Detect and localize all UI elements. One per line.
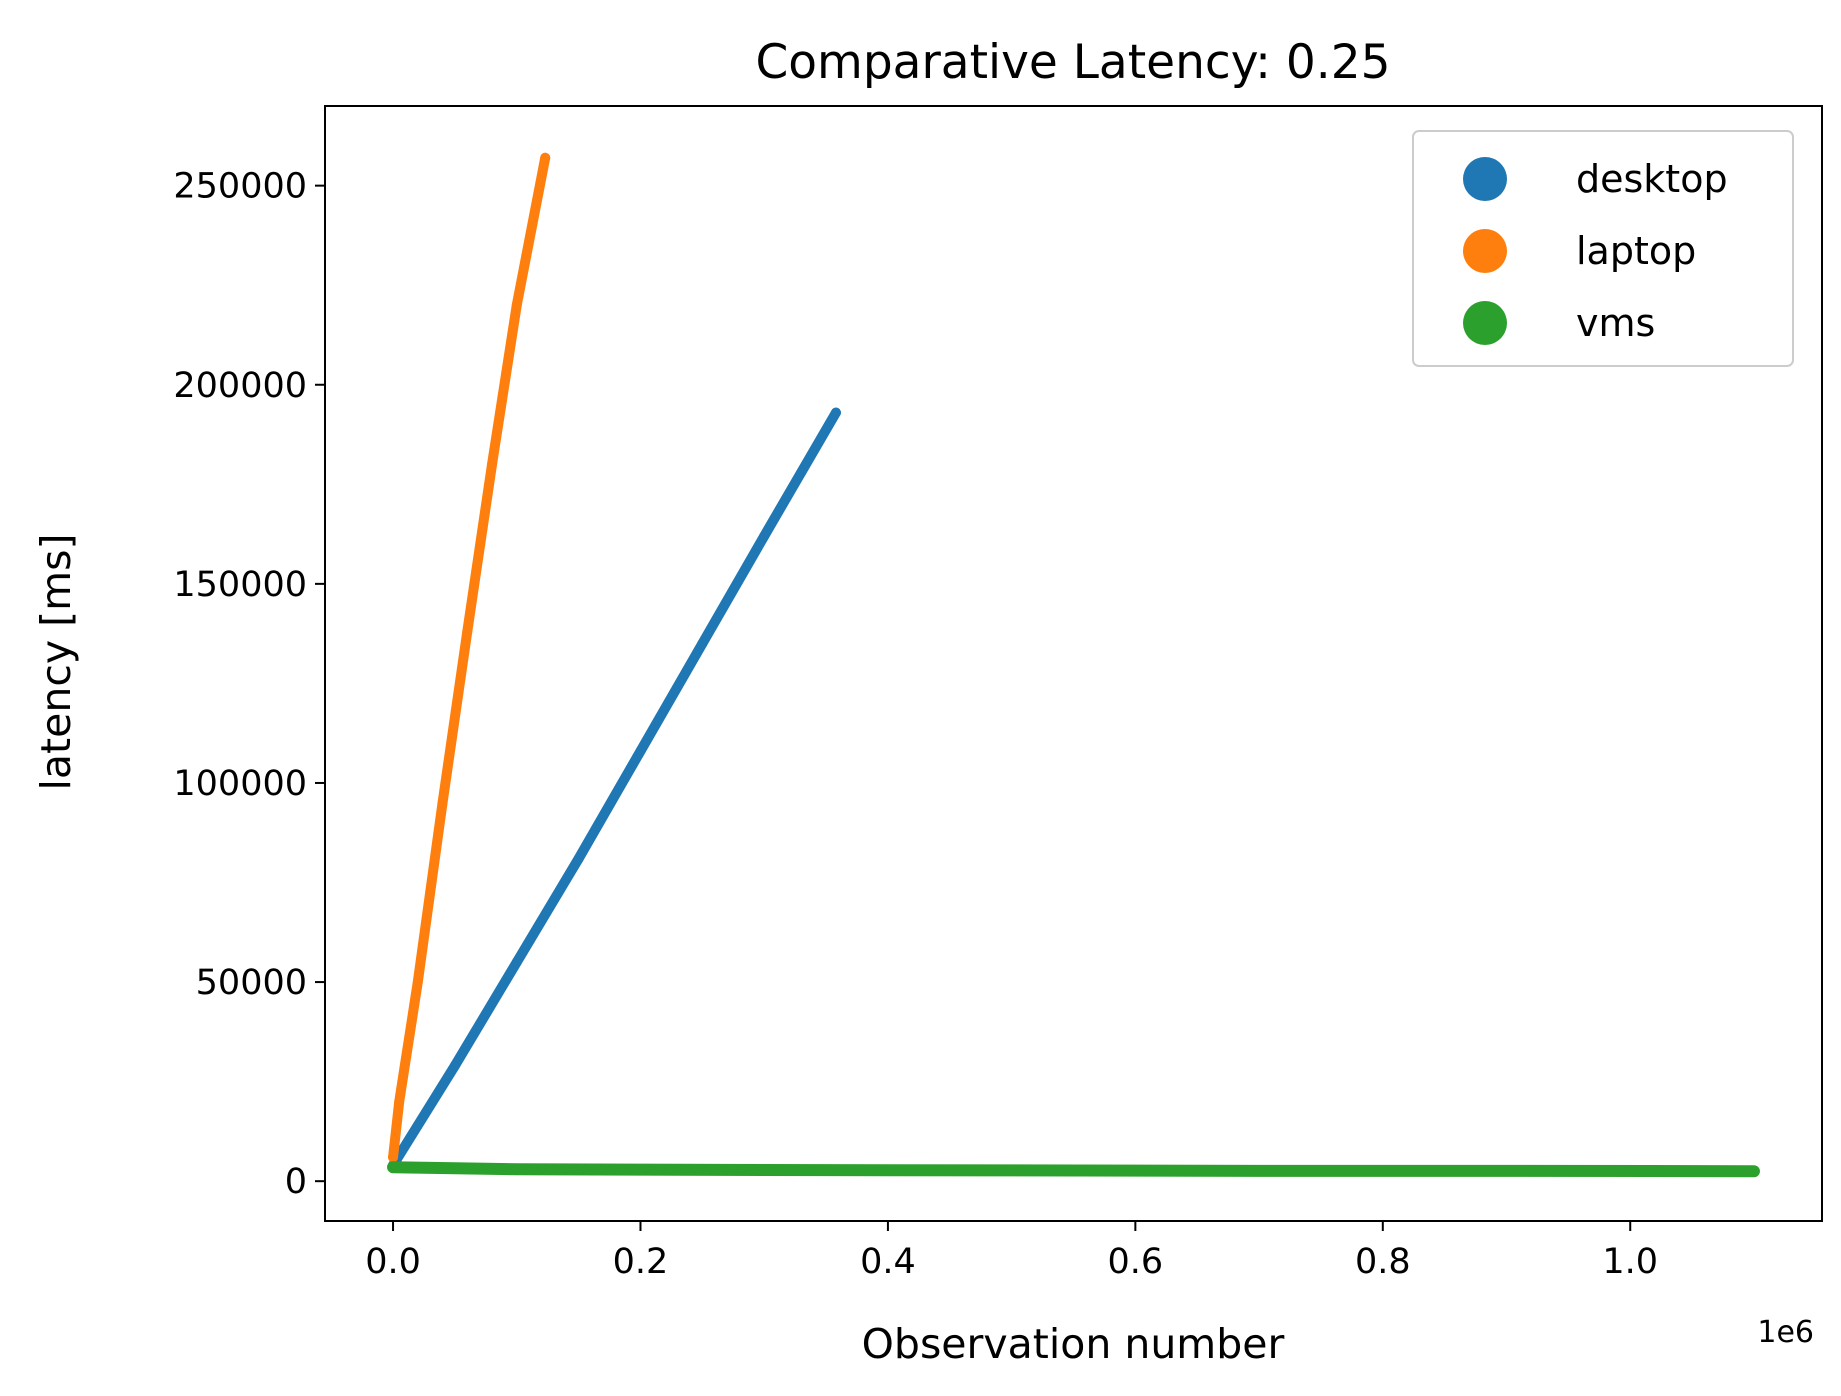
plot-area	[387, 152, 1760, 1178]
y-tick-label: 50000	[196, 963, 307, 1003]
x-tick-label: 0.8	[1355, 1242, 1411, 1282]
point-vms-4	[1254, 1165, 1265, 1176]
point-desktop-7	[830, 407, 841, 418]
x-axis-ticks: 0.0 0.2 0.4 0.6 0.8 1.0	[365, 1221, 1658, 1282]
point-vms-0	[388, 1162, 399, 1173]
axes-frame	[324, 105, 1823, 1222]
point-desktop-4	[635, 746, 646, 757]
point-desktop-2	[511, 957, 522, 968]
legend-marker-laptop	[1463, 229, 1507, 273]
point-laptop-0	[388, 1152, 399, 1163]
chart-title: Comparative Latency: 0.25	[755, 35, 1390, 90]
point-vms-3	[1006, 1165, 1017, 1176]
legend-label-desktop: desktop	[1576, 157, 1728, 201]
x-axis-label: Observation number	[862, 1320, 1285, 1368]
point-desktop-5	[697, 638, 708, 649]
legend-label-laptop: laptop	[1576, 229, 1696, 273]
point-laptop-6	[511, 300, 522, 311]
series-vms	[387, 1161, 1760, 1178]
y-tick-label: 200000	[173, 366, 307, 406]
legend-marker-vms	[1463, 301, 1507, 345]
point-vms-6	[1748, 1166, 1759, 1177]
x-tick-label: 0.2	[613, 1242, 669, 1282]
x-tick-label: 1.0	[1602, 1242, 1658, 1282]
point-desktop-3	[573, 853, 584, 864]
y-tick-label: 100000	[173, 764, 307, 804]
x-tick-label: 0.0	[365, 1242, 421, 1282]
point-desktop-1	[449, 1060, 460, 1071]
point-laptop-2	[412, 977, 423, 988]
legend-box	[1412, 130, 1794, 367]
series-laptop	[388, 152, 551, 1163]
point-vms-2	[759, 1165, 770, 1176]
legend-label-vms: vms	[1576, 301, 1655, 345]
y-axis-ticks: 0 50000 100000 150000 200000 250000	[173, 167, 325, 1202]
y-tick-label: 250000	[173, 167, 307, 207]
point-desktop-6	[759, 531, 770, 542]
y-tick-label: 0	[285, 1162, 307, 1202]
point-laptop-4	[462, 626, 473, 637]
legend-marker-desktop	[1463, 157, 1507, 201]
point-laptop-7	[540, 152, 551, 163]
y-tick-label: 150000	[173, 565, 307, 605]
point-vms-5	[1501, 1165, 1512, 1176]
legend: desktop laptop vms	[1412, 130, 1794, 367]
point-laptop-1	[394, 1096, 405, 1107]
series-desktop	[388, 407, 841, 1171]
x-axis-offset-label: 1e6	[1757, 1315, 1814, 1350]
point-vms-1	[511, 1164, 522, 1175]
x-tick-label: 0.4	[860, 1242, 916, 1282]
point-laptop-5	[487, 459, 498, 470]
y-axis-label: latency [ms]	[32, 534, 80, 791]
point-laptop-3	[437, 797, 448, 808]
x-tick-label: 0.6	[1108, 1242, 1164, 1282]
